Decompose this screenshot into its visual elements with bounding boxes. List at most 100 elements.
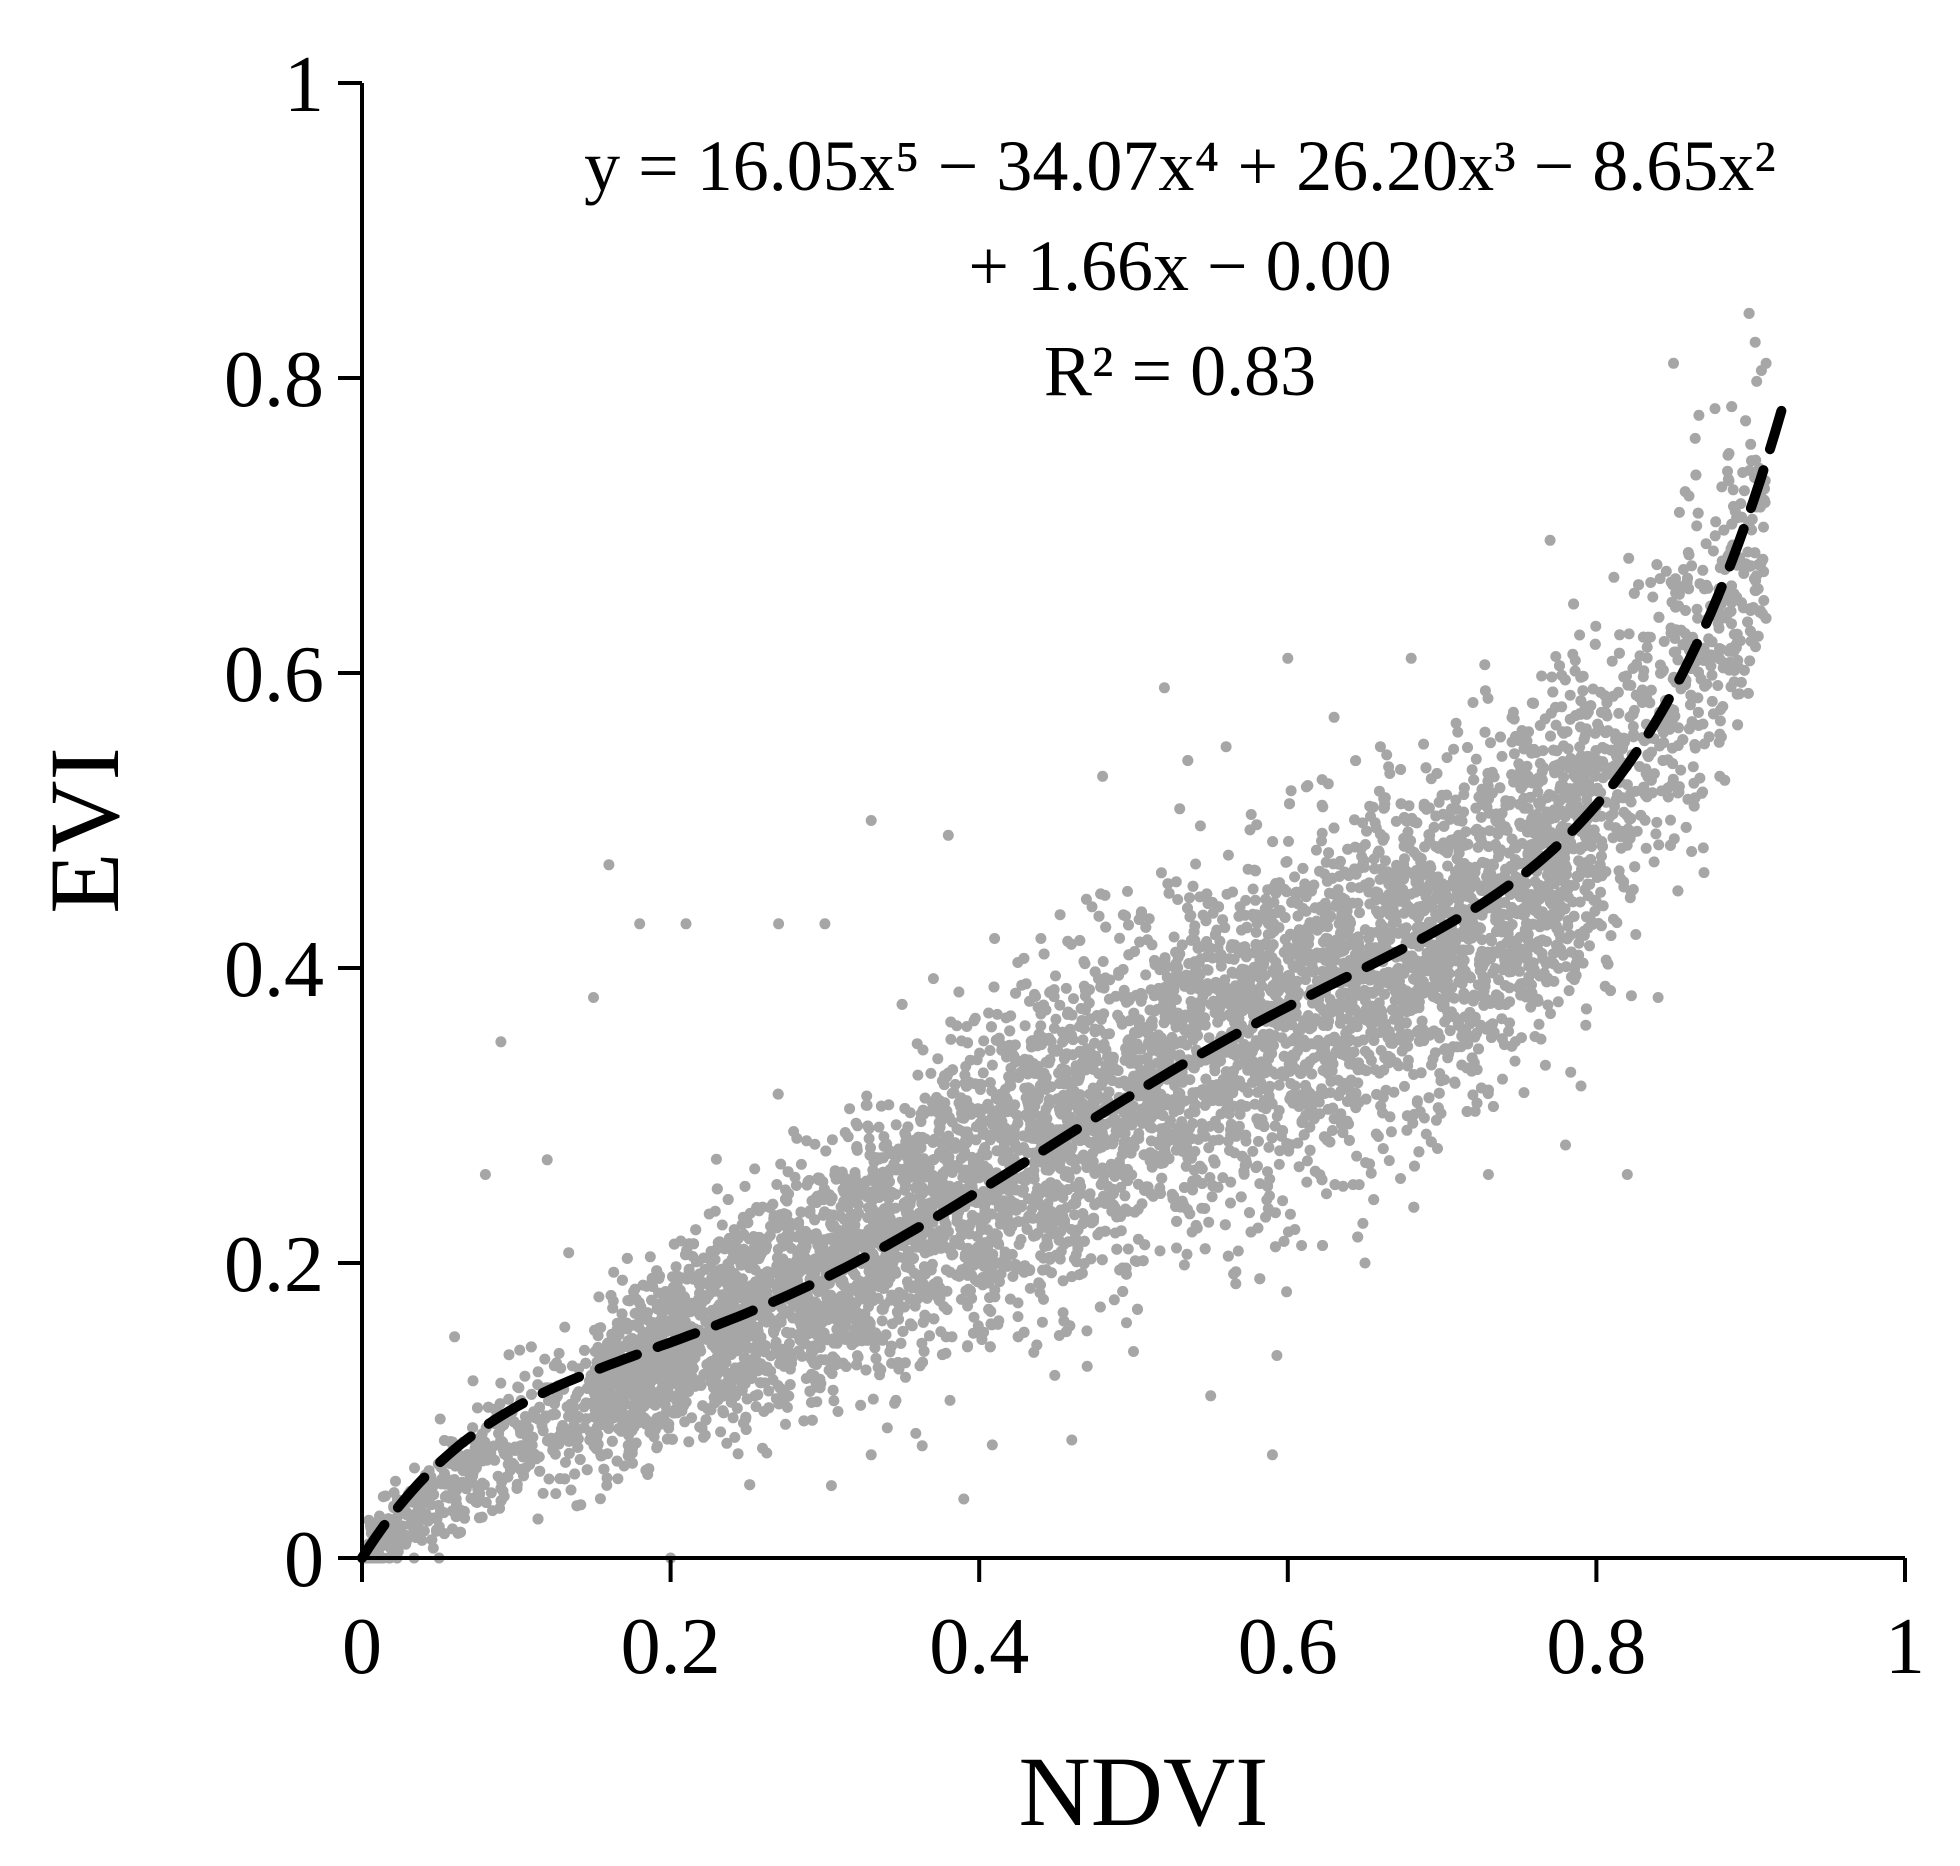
- scatter-point: [1379, 855, 1391, 867]
- scatter-point: [1539, 1059, 1551, 1071]
- scatter-point: [1595, 886, 1607, 898]
- scatter-point: [1614, 629, 1626, 641]
- scatter-point: [825, 1480, 837, 1492]
- scatter-point: [986, 1439, 998, 1451]
- scatter-point: [977, 1067, 989, 1079]
- scatter-point: [1359, 924, 1371, 936]
- scatter-point: [1450, 717, 1462, 729]
- scatter-point: [1542, 999, 1554, 1011]
- scatter-point: [1143, 913, 1155, 925]
- scatter-point: [1154, 1245, 1166, 1257]
- scatter-point: [1545, 1008, 1556, 1020]
- scatter-point: [1686, 846, 1698, 857]
- scatter-point: [1270, 1207, 1281, 1219]
- scatter-point: [1758, 595, 1770, 606]
- scatter-point: [1590, 620, 1602, 632]
- scatter-point: [1364, 800, 1376, 812]
- scatter-point: [916, 1440, 928, 1452]
- scatter-point: [1196, 1202, 1208, 1214]
- scatter-point: [1184, 892, 1195, 904]
- scatter-point: [476, 1511, 488, 1523]
- scatter-point: [1136, 1198, 1148, 1210]
- scatter-point: [1645, 577, 1657, 588]
- scatter-point: [1035, 1020, 1047, 1032]
- scatter-point: [537, 1425, 549, 1437]
- scatter-point: [601, 1479, 613, 1491]
- scatter-point: [1155, 867, 1167, 879]
- scatter-point: [727, 1412, 739, 1424]
- scatter-point: [912, 1069, 924, 1081]
- scatter-point: [876, 1315, 888, 1327]
- scatter-point: [1567, 648, 1579, 660]
- scatter-point: [1274, 1145, 1286, 1157]
- scatter-point: [1630, 929, 1642, 940]
- scatter-point: [1259, 903, 1271, 915]
- scatter-point: [863, 1133, 875, 1145]
- scatter-point: [1036, 1316, 1048, 1328]
- scatter-point: [1758, 521, 1769, 533]
- scatter-point: [710, 1153, 722, 1165]
- scatter-point: [878, 1131, 890, 1143]
- scatter-point: [1742, 687, 1754, 699]
- scatter-point: [1057, 1275, 1069, 1287]
- scatter-point: [1129, 1255, 1141, 1267]
- scatter-point: [1399, 1080, 1410, 1092]
- scatter-point: [1300, 974, 1312, 986]
- scatter-point: [1533, 1018, 1545, 1030]
- scatter-point: [1707, 545, 1719, 557]
- scatter-point: [1057, 1307, 1069, 1319]
- scatter-point: [715, 1426, 727, 1438]
- scatter-point: [1049, 1369, 1061, 1381]
- scatter-point: [729, 1431, 741, 1443]
- scatter-point: [1277, 1195, 1289, 1207]
- scatter-point: [409, 1462, 420, 1474]
- scatter-point: [1114, 932, 1126, 944]
- scatter-point: [940, 1331, 952, 1343]
- scatter-point: [1145, 984, 1157, 996]
- scatter-point: [1497, 1073, 1508, 1085]
- scatter-point: [1395, 1173, 1406, 1184]
- scatter-point: [827, 1384, 839, 1396]
- scatter-point: [1641, 652, 1653, 664]
- scatter-point: [775, 1158, 787, 1170]
- scatter-point: [1612, 686, 1624, 698]
- scatter-point: [1357, 1217, 1369, 1229]
- scatter-point: [1365, 1167, 1377, 1179]
- scatter-point: [1697, 564, 1709, 576]
- scatter-point: [1377, 834, 1389, 846]
- scatter-point: [953, 986, 965, 998]
- scatter-point: [1296, 1240, 1308, 1251]
- scatter-point: [434, 1413, 446, 1425]
- scatter-point: [1181, 1248, 1193, 1260]
- scatter-point: [1420, 1128, 1432, 1140]
- scatter-point: [1168, 931, 1180, 943]
- scatter-point: [832, 1406, 844, 1417]
- scatter-point: [485, 1487, 497, 1499]
- scatter-point: [1485, 737, 1496, 749]
- scatter-point: [1727, 484, 1739, 496]
- scatter-point: [1535, 1033, 1547, 1045]
- scatter-point: [1119, 1190, 1131, 1202]
- scatter-point: [1716, 481, 1728, 493]
- scatter-point: [1171, 1242, 1182, 1254]
- scatter-point: [594, 1493, 606, 1505]
- scatter-point: [1321, 1188, 1332, 1200]
- scatter-point: [514, 1344, 526, 1356]
- scatter-point: [1097, 956, 1109, 967]
- scatter-point: [1684, 699, 1696, 711]
- scatter-point: [749, 1163, 761, 1175]
- scatter-point: [1550, 719, 1562, 731]
- scatter-point: [539, 1353, 551, 1365]
- scatter-point: [1271, 1350, 1283, 1361]
- scatter-point: [1697, 842, 1709, 854]
- scatter-point: [1385, 1126, 1397, 1138]
- scatter-point: [1103, 993, 1115, 1005]
- scatter-point: [944, 1394, 956, 1406]
- scatter-point: [566, 1360, 578, 1372]
- scatter-point: [1068, 993, 1079, 1005]
- scatter-point: [1203, 1032, 1215, 1044]
- scatter-point: [1631, 825, 1643, 837]
- scatter-point: [1693, 409, 1705, 421]
- scatter-point: [1675, 764, 1687, 776]
